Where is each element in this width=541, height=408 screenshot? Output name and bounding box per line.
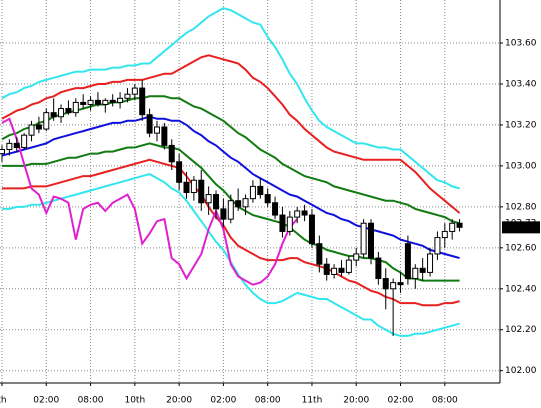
candle-body (205, 194, 212, 204)
candle-body (109, 99, 116, 103)
candle-body (168, 144, 175, 163)
candle-body (58, 108, 65, 118)
y-tick-label: 103.20 (505, 120, 537, 130)
candle-body (13, 142, 20, 148)
candle-body (0, 149, 5, 155)
candle-body (419, 267, 426, 273)
candle-body (412, 267, 419, 280)
candle-body (404, 243, 411, 280)
candle-body (213, 194, 220, 210)
candle-body (102, 99, 109, 105)
candle-body (94, 99, 101, 105)
candle-body (338, 267, 345, 273)
candle-body (35, 124, 42, 130)
candle-body (360, 222, 367, 255)
candle-body (456, 222, 463, 228)
x-tick-label: 08:00 (255, 396, 281, 406)
plot-area (0, 7, 463, 337)
x-tick-label: 08:00 (432, 396, 458, 406)
candle-body (449, 222, 456, 232)
candle-body (390, 282, 397, 290)
candle-body (368, 222, 374, 259)
candle-body (397, 282, 404, 286)
candle-body (21, 134, 28, 148)
indicator-line (1, 115, 460, 260)
candle-body (131, 87, 138, 95)
candle-body (375, 257, 382, 280)
candle-body (65, 108, 72, 114)
candle-body (316, 243, 323, 265)
y-tick-label: 102.20 (505, 325, 537, 335)
candle-body (323, 263, 330, 275)
indicator-line (2, 158, 460, 307)
last-price-box (502, 221, 540, 234)
x-tick-label: 10th (124, 396, 145, 406)
x-tick-label: 02:00 (388, 396, 414, 406)
candle-body (124, 93, 131, 99)
candle-body (331, 267, 338, 275)
x-tick-label: 08:00 (78, 396, 104, 406)
indicator-line (1, 7, 460, 190)
candle-body (72, 101, 79, 114)
candle-body (28, 124, 35, 136)
candle-body (153, 126, 160, 134)
candle-body (176, 161, 183, 183)
candle-body (279, 214, 286, 232)
y-tick-label: 103.60 (505, 39, 537, 49)
candle-body (235, 200, 242, 208)
candle-body (220, 208, 227, 220)
x-tick-label: 02:00 (210, 396, 236, 406)
candle-body (353, 253, 360, 261)
candle-body (227, 200, 234, 220)
candle-body (80, 101, 87, 105)
x-tick-label: 20:00 (166, 396, 192, 406)
candle-body (139, 87, 146, 116)
y-tick-label: 102.00 (505, 366, 537, 376)
last-price-label: 102.70 (505, 223, 537, 233)
candle-body (190, 179, 197, 194)
candle-body (198, 179, 205, 204)
candle-body (427, 253, 434, 273)
candle-body (345, 259, 352, 273)
candle-body (382, 278, 389, 290)
candle-body (161, 126, 168, 146)
candle-body (294, 210, 301, 218)
y-tick-label: 103.00 (505, 161, 537, 171)
y-tick-label: 103.40 (505, 79, 537, 89)
axis-labels: 102.00 102.20 102.40 102.60 102.80 103.00 103.… (0, 39, 540, 406)
x-tick-label: 11th (302, 396, 323, 406)
candle-body (264, 194, 271, 204)
x-tick-label: th (0, 396, 7, 406)
y-tick-label: 102.80 (505, 202, 537, 212)
candle-body (286, 216, 293, 232)
candle-body (434, 237, 441, 255)
candle-body (183, 181, 190, 194)
candle-body (257, 185, 264, 196)
candle-body (249, 185, 256, 200)
candle-body (272, 202, 279, 216)
candle-body (441, 230, 448, 239)
candle-body (146, 114, 153, 134)
indicator-line (1, 54, 461, 214)
candle-body (6, 142, 13, 151)
candle-body (242, 198, 249, 208)
x-tick-label: 20:00 (343, 396, 369, 406)
candle-body (87, 99, 94, 105)
candle-body (308, 214, 315, 245)
candle-body (117, 97, 124, 103)
x-tick-label: 02:00 (33, 396, 59, 406)
y-tick-label: 102.60 (505, 243, 537, 253)
indicator-line (1, 117, 298, 286)
y-tick-label: 102.40 (505, 284, 537, 294)
candle-body (301, 210, 308, 216)
candle-body (43, 112, 50, 130)
candle-body (50, 112, 57, 118)
